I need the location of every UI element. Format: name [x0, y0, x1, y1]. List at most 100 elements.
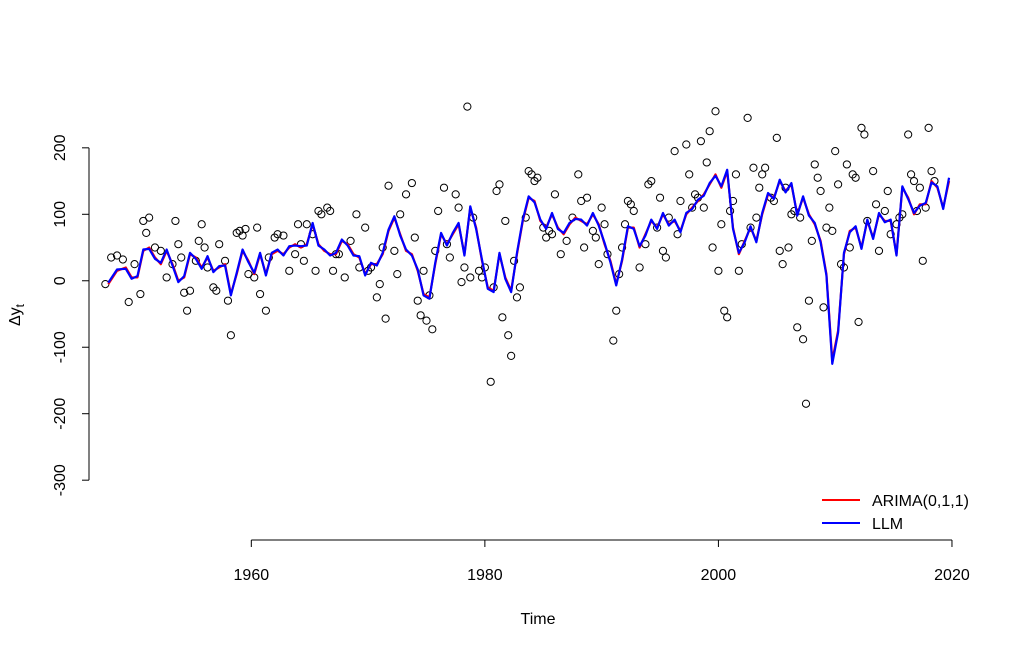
observed-point: [831, 147, 840, 156]
x-axis-ticks: 1960 1980 2000 2020: [234, 540, 970, 584]
observed-point: [685, 170, 694, 179]
observed-point: [591, 233, 600, 242]
observed-point: [793, 323, 802, 332]
observed-point: [653, 223, 662, 232]
observed-point: [381, 314, 390, 323]
observed-point: [612, 306, 621, 315]
observed-point: [898, 210, 907, 219]
observed-point: [396, 210, 405, 219]
observed-point: [416, 311, 425, 320]
observed-point: [720, 306, 729, 315]
legend: ARIMA(0,1,1) LLM: [822, 493, 969, 533]
observed-point: [574, 170, 583, 179]
x-tick-label: 1960: [234, 567, 270, 584]
observed-point: [124, 297, 133, 307]
observed-point: [717, 220, 726, 229]
observed-point: [734, 266, 743, 275]
observed-point: [655, 193, 665, 202]
x-tick-label: 2000: [701, 567, 737, 584]
observed-point: [185, 286, 195, 295]
observed-point: [439, 183, 449, 192]
observed-point: [883, 186, 892, 196]
observed-point: [495, 180, 504, 189]
observed-point: [699, 203, 708, 212]
observed-point: [609, 336, 618, 345]
observed-point: [112, 251, 122, 260]
observed-point: [460, 263, 469, 272]
observed-point: [515, 283, 524, 292]
observed-point: [670, 147, 679, 156]
observed-point: [635, 263, 644, 272]
observed-point: [556, 250, 565, 259]
observed-point: [422, 316, 431, 325]
y-axis-title-subscript: t: [13, 303, 27, 307]
observed-point: [810, 160, 819, 169]
observed-point: [918, 256, 927, 265]
observed-point: [235, 226, 244, 236]
observed-point: [200, 243, 209, 252]
observed-point: [673, 230, 682, 239]
legend-label-llm: LLM: [872, 516, 903, 533]
observed-point: [504, 331, 513, 340]
observed-point: [597, 203, 606, 212]
observed-point: [594, 260, 603, 269]
observed-point: [906, 170, 916, 179]
observed-point: [390, 246, 399, 255]
observed-point: [507, 351, 516, 360]
observed-point: [393, 270, 402, 279]
observed-point: [238, 231, 247, 240]
observed-point: [851, 173, 860, 182]
observed-point: [547, 230, 557, 239]
observed-point: [419, 266, 428, 275]
observed-point: [145, 213, 154, 222]
observed-point: [755, 183, 764, 192]
observed-point: [723, 313, 732, 322]
observed-point: [182, 306, 192, 315]
observed-point: [647, 176, 656, 186]
observed-point: [682, 140, 691, 149]
observed-point: [775, 246, 784, 255]
observed-point: [696, 137, 706, 146]
observed-point: [273, 230, 282, 239]
observed-point: [915, 183, 924, 192]
observed-point: [854, 317, 863, 327]
observed-point: [804, 296, 814, 305]
observed-point: [752, 213, 761, 222]
observed-point: [285, 266, 294, 275]
observed-point: [708, 243, 717, 252]
observed-point: [434, 206, 443, 216]
observed-point: [291, 250, 300, 259]
observed-point: [372, 293, 381, 302]
observed-point: [798, 335, 808, 344]
observed-points: [101, 102, 939, 408]
observed-point: [801, 399, 811, 408]
observed-point: [588, 226, 597, 236]
y-tick-label: -300: [52, 464, 69, 496]
observed-point: [521, 213, 530, 222]
observed-point: [714, 266, 723, 275]
y-tick-label: -100: [52, 331, 69, 363]
observed-point: [731, 170, 741, 179]
observed-point: [317, 210, 326, 219]
legend-label-arima: ARIMA(0,1,1): [872, 493, 969, 510]
observed-point: [445, 253, 454, 262]
observed-point: [463, 102, 472, 111]
observed-point: [874, 246, 884, 255]
observed-point: [909, 176, 919, 186]
observed-point: [454, 203, 463, 212]
observed-point: [904, 130, 913, 139]
observed-point: [512, 293, 522, 302]
observed-point: [705, 127, 714, 136]
observed-point: [384, 181, 393, 190]
observed-point: [580, 243, 589, 252]
observed-point: [413, 296, 422, 305]
observed-point: [778, 260, 787, 269]
observed-point: [842, 160, 851, 169]
observed-point: [857, 123, 866, 132]
observed-point: [617, 243, 627, 252]
observed-point: [582, 193, 592, 202]
observed-point: [509, 256, 519, 265]
observed-point: [834, 180, 843, 189]
